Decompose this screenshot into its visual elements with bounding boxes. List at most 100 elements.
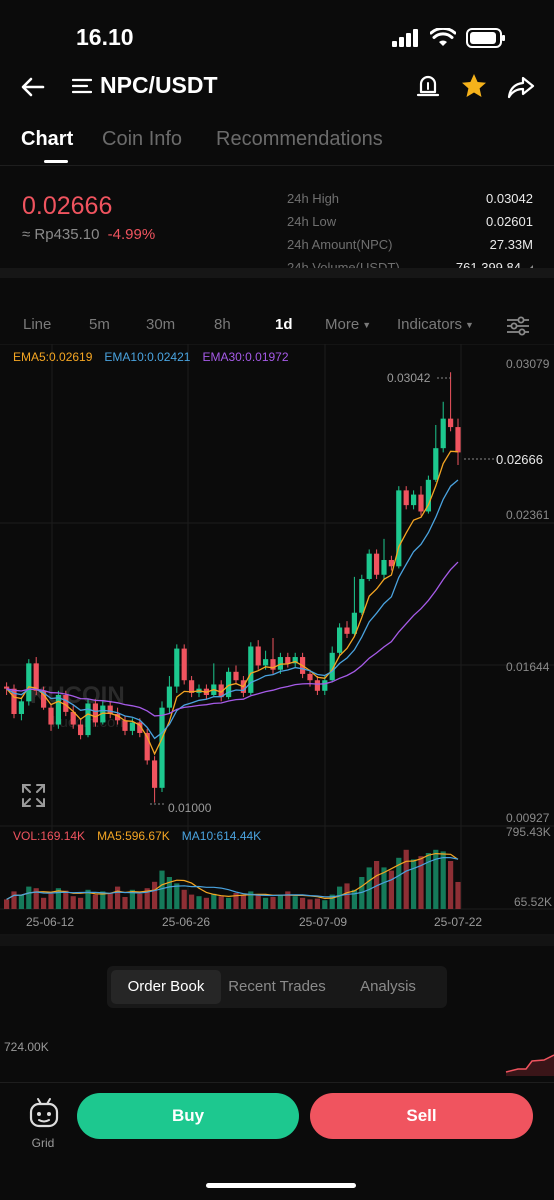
caret-down-icon: ▼ — [465, 320, 474, 331]
candle — [218, 684, 224, 698]
price-axis-label: 0.01644 — [506, 660, 550, 674]
volume-bar — [41, 897, 47, 909]
volume-bar — [226, 897, 232, 909]
candle — [48, 707, 54, 725]
grid-bot-button[interactable]: Grid — [24, 1095, 64, 1151]
sell-button[interactable]: Sell — [310, 1093, 533, 1139]
volume-bar — [270, 897, 276, 909]
vol-ma5-line — [6, 852, 459, 900]
candle — [455, 427, 461, 453]
price-axis-label: 0.03079 — [506, 357, 550, 371]
ema10-value: EMA10:0.02421 — [104, 350, 191, 364]
candle — [263, 659, 269, 666]
vol-value: VOL:169.14K — [13, 829, 86, 843]
candle — [351, 612, 357, 634]
candle — [329, 652, 335, 681]
candle — [144, 732, 150, 761]
grid-robot-icon — [29, 1098, 59, 1128]
depth-chart — [505, 1054, 554, 1076]
kline-chart[interactable]: KUCOIN kucoin.com 0.03079 0.02361 0.0164… — [0, 344, 554, 936]
tab-recent-trades[interactable]: Recent Trades — [228, 978, 326, 995]
pair-title[interactable]: NPC/USDT — [100, 72, 218, 98]
back-arrow-icon[interactable] — [18, 72, 48, 102]
ema-legend: EMA5:0.02619 EMA10:0.02421 EMA30:0.01972 — [13, 350, 289, 364]
tf-line[interactable]: Line — [23, 316, 52, 333]
volume-bar — [196, 896, 202, 909]
fiat-price-row: ≈ Rp435.10 -4.99% — [22, 226, 155, 243]
candle — [226, 671, 232, 698]
candle — [277, 657, 283, 670]
volume-bar — [351, 889, 357, 909]
volume-bar — [263, 897, 269, 909]
candle — [425, 479, 431, 512]
vol-ma10-line — [6, 856, 459, 900]
volume-bar — [218, 896, 224, 909]
ema5-value: EMA5:0.02619 — [13, 350, 93, 364]
home-indicator — [206, 1183, 356, 1188]
volume-bar — [137, 893, 143, 909]
favorite-star-icon[interactable] — [459, 71, 489, 101]
section-divider — [0, 936, 554, 946]
volume-bar — [255, 895, 261, 909]
candles — [4, 372, 461, 803]
tf-1d[interactable]: 1d — [275, 316, 293, 333]
candle — [11, 688, 17, 714]
status-bar: 16.10 — [0, 0, 554, 70]
candle — [26, 663, 32, 702]
ticker-summary: 0.02666 ≈ Rp435.10 -4.99% 24h High 0.030… — [0, 166, 554, 275]
ema-lines — [6, 450, 459, 756]
candle — [374, 553, 380, 575]
tab-recommendations[interactable]: Recommendations — [216, 128, 383, 150]
candle — [152, 760, 158, 788]
volume-bar — [211, 893, 217, 909]
candle — [359, 578, 365, 613]
candle — [440, 418, 446, 449]
volume-bar — [63, 890, 69, 909]
chart-settings-icon[interactable] — [506, 315, 530, 337]
candle — [322, 680, 328, 691]
candle — [396, 490, 402, 567]
candle — [33, 663, 39, 691]
candle — [41, 690, 47, 708]
volume-bar — [418, 856, 424, 909]
low-marker: 0.01000 — [168, 801, 212, 815]
price-alert-icon[interactable] — [414, 72, 442, 100]
tab-chart[interactable]: Chart — [21, 128, 74, 150]
share-icon[interactable] — [506, 72, 536, 102]
candle — [285, 657, 291, 664]
candle — [411, 494, 417, 506]
tf-30m[interactable]: 30m — [146, 316, 176, 333]
tab-order-book[interactable]: Order Book — [111, 970, 221, 1004]
candle — [381, 559, 387, 575]
tf-indicators[interactable]: Indicators ▼ — [397, 316, 474, 333]
vol-ma10-value: MA10:614.44K — [181, 829, 262, 843]
candle — [107, 705, 113, 714]
volume-bar — [381, 867, 387, 909]
tab-coin-info[interactable]: Coin Info — [102, 128, 183, 150]
candle — [100, 705, 106, 723]
pair-menu-icon[interactable] — [72, 76, 92, 96]
fullscreen-icon[interactable] — [22, 784, 45, 807]
volume-bar — [18, 894, 24, 909]
vol-axis-label: 795.43K — [506, 825, 551, 839]
vol-axis-label: 65.52K — [514, 895, 552, 909]
tf-more[interactable]: More ▼ — [325, 316, 371, 333]
ema5-line — [6, 450, 459, 756]
volume-bar — [240, 894, 246, 909]
tab-underline — [44, 160, 68, 163]
signal-icon — [392, 29, 418, 47]
volume-bar — [166, 877, 172, 909]
tf-5m[interactable]: 5m — [89, 316, 110, 333]
tab-analysis[interactable]: Analysis — [360, 978, 416, 995]
status-time: 16.10 — [76, 24, 134, 50]
tf-8h[interactable]: 8h — [214, 316, 231, 333]
buy-button[interactable]: Buy — [77, 1093, 299, 1139]
volume-bar — [70, 896, 76, 909]
candle — [233, 671, 239, 681]
stat-label: 24h Amount(NPC) — [287, 237, 393, 252]
volume-bar — [300, 897, 306, 909]
price-change: -4.99% — [107, 226, 156, 243]
candle — [85, 703, 91, 736]
volume-bar — [322, 900, 328, 909]
volume-bar — [396, 857, 402, 909]
